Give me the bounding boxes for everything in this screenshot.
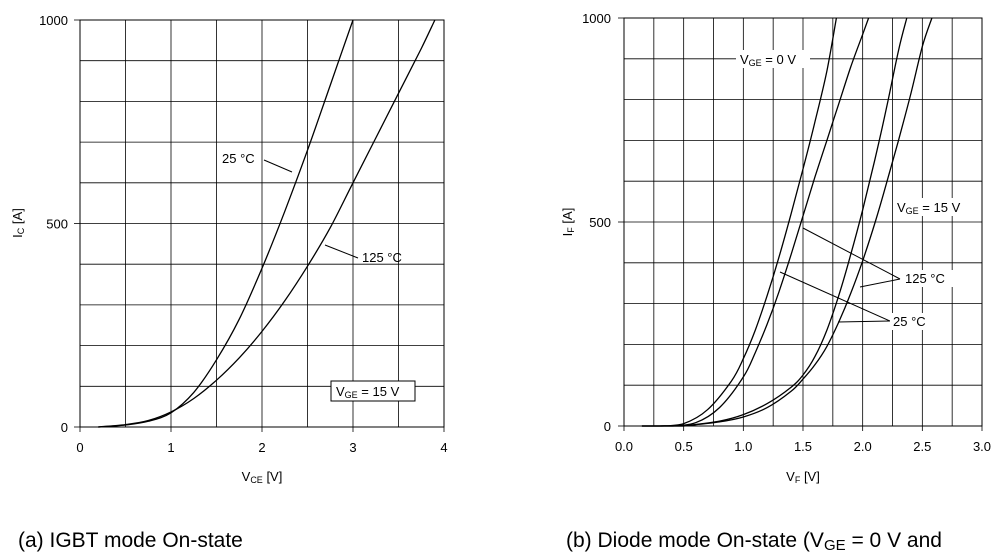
panel-a-y-ticks: 0 500 1000 — [39, 13, 80, 435]
panel-b-vge0-sub: GE — [749, 58, 762, 68]
panel-a-x-tick-label: 3 — [349, 440, 356, 455]
panel-b-y-tick-label: 500 — [589, 215, 611, 230]
panel-a-x-label-main: V — [242, 469, 251, 484]
panel-b-caption-main: (b) Diode mode On-state (V — [566, 529, 824, 552]
panel-b-x-label: VF [V] — [786, 469, 820, 485]
panel-b-x-label-suffix: [V] — [800, 469, 820, 484]
panel-b-caption-suffix: = 0 V and — [846, 529, 942, 552]
panel-b-y-label-sub: F — [566, 227, 576, 233]
panel-b-y-ticks: 0 500 1000 — [582, 11, 624, 434]
panel-b-leader-125c-1 — [802, 227, 901, 280]
panel-b-series-1-line — [671, 17, 870, 427]
panel-a-y-tick-label: 1000 — [39, 13, 68, 28]
panel-a-x-tick-label: 4 — [440, 440, 447, 455]
panel-a-vge-suffix: = 15 V — [358, 384, 400, 399]
panel-b-vge15-suffix: = 15 V — [919, 200, 961, 215]
panel-a-y-label-suffix: [A] — [10, 208, 25, 228]
panel-b-vge15-annotation: VGE = 15 V — [897, 200, 961, 216]
panel-b-x-label-main: V — [786, 469, 795, 484]
panel-b-leader-25c-1 — [779, 271, 891, 322]
panel-b-25c-bg — [890, 313, 936, 330]
panel-b-x-tick-label: 0.5 — [675, 439, 693, 454]
panel-b-vge0-suffix: = 0 V — [762, 52, 797, 67]
panel-b-series-2-line — [683, 17, 908, 427]
panel-b-x-tick-label: 2.0 — [854, 439, 872, 454]
panel-b-125c-bg — [901, 270, 959, 287]
panel-a-y-label-main: I — [10, 234, 25, 238]
panel-b-series-0-line — [659, 17, 838, 427]
panel-a-x-tick-label: 0 — [76, 440, 83, 455]
panel-b-y-label-main: I — [560, 233, 575, 237]
panel-a-y-label-sub: C — [16, 227, 26, 234]
panel-b-vge0-main: V — [740, 52, 749, 67]
panel-b-x-tick-label: 3.0 — [973, 439, 991, 454]
panel-b-y-tick-label: 0 — [604, 419, 611, 434]
panel-b-vge15-sub: GE — [906, 206, 919, 216]
panel-a-series-1-line — [98, 19, 436, 428]
panel-a-vge-main: V — [336, 384, 345, 399]
panel-b-x-label-sub: F — [795, 475, 801, 485]
panel-a-vge-box — [330, 380, 416, 402]
panel-a-y-tick-label: 500 — [46, 217, 68, 232]
panel-b-x-tick-label: 1.0 — [734, 439, 752, 454]
panel-a-vge-sub: GE — [345, 390, 358, 400]
panel-b-grid — [624, 18, 982, 426]
panel-b-leader-125c-2 — [859, 278, 901, 288]
panel-a-y-label: IC [A] — [10, 208, 26, 238]
panel-a-grid — [80, 20, 444, 427]
panel-b-y-label-suffix: [A] — [560, 208, 575, 228]
panel-a-series-0-line — [98, 19, 354, 428]
panel-b-vge15-bg — [893, 198, 977, 216]
panel-b-leader-25c-2 — [837, 320, 891, 323]
panel-b-x-tick-label: 1.5 — [794, 439, 812, 454]
panel-b-vge0-annotation: VGE = 0 V — [740, 52, 796, 68]
panel-b-x-tick-label: 0.0 — [615, 439, 633, 454]
panel-b-x-tick-label: 2.5 — [913, 439, 931, 454]
panel-a-leader-125c — [324, 244, 359, 259]
panel-b-vge0-bg — [736, 50, 810, 68]
panel-b-annotation-125c: 125 °C — [905, 271, 945, 286]
panel-a-caption: (a) IGBT mode On-state — [18, 529, 243, 552]
panel-a-annotation-25c: 25 °C — [222, 151, 255, 166]
panel-a-x-tick-label: 1 — [167, 440, 174, 455]
panel-a-annotation-125c: 125 °C — [362, 250, 402, 265]
panel-b-y-label: IF [A] — [560, 208, 576, 237]
panel-b-annotation-25c: 25 °C — [893, 314, 926, 329]
panel-a-x-tick-label: 2 — [258, 440, 265, 455]
panel-a-x-label-sub: CE — [250, 475, 263, 485]
panel-b-x-ticks: 0.0 0.5 1.0 1.5 2.0 2.5 3.0 — [615, 426, 991, 454]
panel-a-x-label: VCE [V] — [242, 469, 283, 485]
panel-b-y-tick-label: 1000 — [582, 11, 611, 26]
panel-a-x-ticks: 0 1 2 3 4 — [76, 427, 448, 455]
panel-a-y-tick-label: 0 — [61, 420, 68, 435]
panel-b-caption-sub: GE — [824, 537, 846, 553]
panel-b-vge15-main: V — [897, 200, 906, 215]
panel-a-curves — [98, 19, 436, 428]
panel-b-caption: (b) Diode mode On-state (VGE = 0 V and — [566, 529, 942, 553]
panel-a-vge-annotation: VGE = 15 V — [336, 384, 400, 400]
panel-a-x-label-suffix: [V] — [263, 469, 283, 484]
panel-a-leader-25c — [263, 159, 293, 173]
